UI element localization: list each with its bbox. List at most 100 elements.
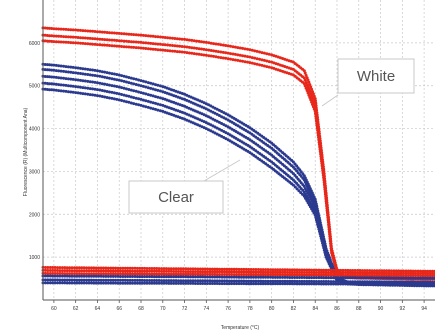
data-point xyxy=(91,42,95,46)
data-point xyxy=(323,187,327,191)
data-point xyxy=(423,271,427,275)
data-point xyxy=(319,276,323,280)
data-point xyxy=(311,92,315,96)
data-point xyxy=(380,282,384,286)
data-point xyxy=(317,143,321,146)
data-point xyxy=(392,271,396,275)
data-point xyxy=(290,268,294,272)
data-point xyxy=(259,279,263,283)
data-point xyxy=(363,280,367,284)
data-point xyxy=(344,282,347,286)
data-point xyxy=(264,273,268,277)
data-point xyxy=(252,275,255,279)
data-point xyxy=(220,273,224,276)
data-point xyxy=(387,276,391,280)
data-point xyxy=(223,273,226,276)
data-point xyxy=(273,273,277,277)
data-point xyxy=(105,71,109,75)
data-point xyxy=(171,49,174,53)
data-point xyxy=(314,112,317,116)
data-point xyxy=(226,57,230,61)
data-point xyxy=(387,280,391,284)
data-point xyxy=(144,85,148,89)
data-point xyxy=(248,55,252,59)
data-point xyxy=(278,270,282,274)
data-point xyxy=(145,281,149,285)
data-point xyxy=(183,37,187,41)
data-point xyxy=(89,272,93,276)
data-point xyxy=(255,49,259,53)
data-point xyxy=(160,275,164,279)
data-point xyxy=(162,269,166,273)
data-point xyxy=(209,104,213,108)
data-point xyxy=(314,218,318,222)
data-point xyxy=(262,51,266,55)
data-point xyxy=(394,274,398,277)
data-point xyxy=(305,271,309,274)
data-point xyxy=(144,105,148,109)
data-point xyxy=(149,41,153,45)
data-point xyxy=(125,75,128,79)
data-point xyxy=(215,273,219,276)
data-point xyxy=(305,276,309,280)
data-point xyxy=(58,281,62,285)
data-point xyxy=(269,268,272,272)
data-point xyxy=(247,275,251,279)
data-point xyxy=(252,273,255,277)
data-point xyxy=(131,278,134,282)
data-point xyxy=(88,93,92,97)
callout-clear: Clear xyxy=(128,159,241,214)
data-point xyxy=(320,159,323,163)
data-point xyxy=(112,38,116,42)
data-point xyxy=(428,272,432,275)
data-point xyxy=(317,276,321,280)
data-point xyxy=(86,67,90,71)
data-point xyxy=(112,84,116,88)
data-point xyxy=(411,271,415,275)
data-point xyxy=(59,27,63,31)
data-point xyxy=(69,35,73,39)
data-point xyxy=(290,270,294,274)
data-point xyxy=(68,281,72,285)
data-point xyxy=(247,282,251,286)
data-point xyxy=(327,271,330,275)
data-point xyxy=(329,249,333,252)
data-point xyxy=(276,282,280,286)
data-point xyxy=(73,281,76,285)
data-point xyxy=(100,70,104,74)
data-point xyxy=(133,275,137,278)
data-point xyxy=(404,276,408,280)
data-point xyxy=(195,39,199,43)
data-point xyxy=(293,185,297,189)
data-point xyxy=(190,38,194,42)
data-point xyxy=(66,35,70,39)
data-point xyxy=(248,61,252,65)
data-point xyxy=(431,274,435,278)
data-point xyxy=(295,276,299,279)
data-point xyxy=(110,84,114,88)
data-point xyxy=(219,50,223,54)
data-point xyxy=(163,36,167,39)
data-point xyxy=(65,274,69,278)
data-point xyxy=(64,65,68,69)
data-point xyxy=(127,40,131,43)
x-tick-label: 86 xyxy=(334,306,340,312)
data-point xyxy=(174,270,178,273)
data-point xyxy=(186,281,190,285)
data-point xyxy=(316,131,320,135)
data-point xyxy=(243,47,247,51)
data-point xyxy=(271,275,275,279)
data-point xyxy=(134,89,138,93)
data-point xyxy=(200,53,203,57)
data-point xyxy=(43,33,47,37)
data-point xyxy=(198,282,202,285)
data-point xyxy=(244,273,248,277)
data-point xyxy=(68,266,72,270)
data-point xyxy=(324,280,328,283)
data-point xyxy=(64,40,68,44)
data-point xyxy=(185,45,189,49)
data-point xyxy=(56,272,59,275)
data-point xyxy=(317,138,321,142)
data-point xyxy=(108,96,111,100)
data-point xyxy=(141,46,145,50)
